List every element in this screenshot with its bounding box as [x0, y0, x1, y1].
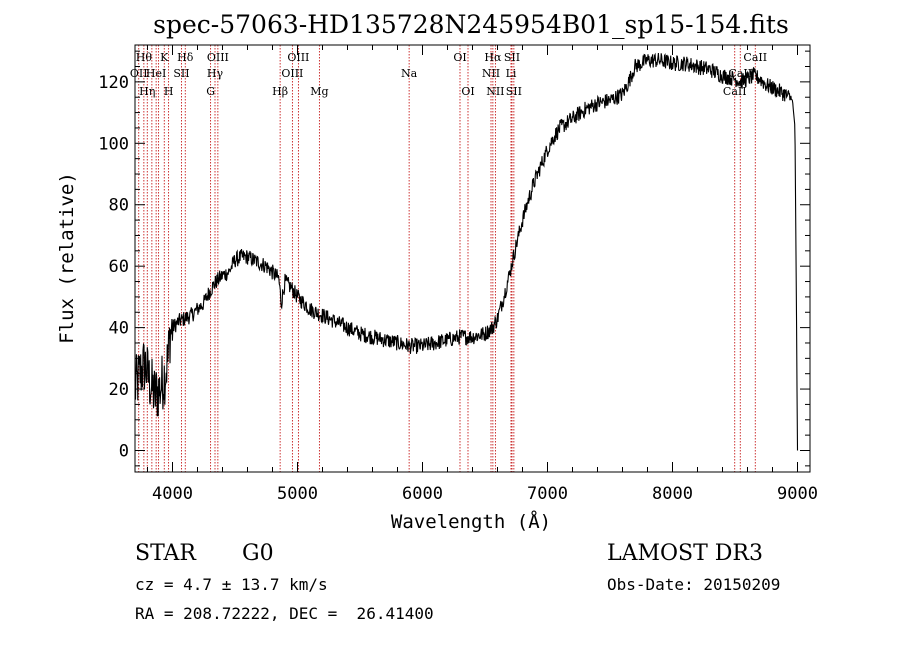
line-label: OIII — [281, 67, 303, 80]
line-label: CaII — [743, 51, 767, 64]
line-label: SII — [506, 85, 522, 98]
x-tick-label: 5000 — [277, 484, 318, 504]
x-tick-label: 9000 — [777, 484, 818, 504]
line-label: NII — [482, 67, 500, 80]
y-tick-label: 100 — [98, 134, 129, 154]
line-label: K — [160, 51, 169, 64]
line-labels: OII Hθ Hη HeI K H SII Hδ G Hγ OIII Hβ OIII OIII Mg Na OI… — [130, 51, 767, 98]
line-label: Hβ — [272, 85, 288, 98]
x-tick-label: 7000 — [527, 484, 568, 504]
y-tick-label: 60 — [109, 257, 129, 277]
line-label: Na — [401, 67, 418, 80]
line-label: Li — [506, 67, 517, 80]
survey-name: LAMOST DR3 — [607, 541, 763, 566]
x-axis-label: Wavelength (Å) — [391, 510, 551, 533]
line-label: Mg — [310, 85, 328, 98]
line-label: NII — [486, 85, 504, 98]
line-label: H — [164, 85, 174, 98]
line-label: CaII — [723, 85, 747, 98]
y-tick-label: 120 — [98, 73, 129, 93]
x-axis: 4000 5000 6000 7000 8000 9000 — [147, 45, 818, 504]
y-axis: 0 20 40 60 80 100 120 — [98, 50, 810, 467]
line-label: Hα — [484, 51, 502, 64]
line-label: OI — [453, 51, 466, 64]
y-tick-label: 0 — [119, 441, 129, 461]
y-tick-label: 20 — [109, 380, 129, 400]
x-tick-label: 6000 — [402, 484, 443, 504]
spectrum-series-line — [134, 52, 799, 451]
object-subclass: G0 — [242, 541, 274, 566]
x-tick-label: 8000 — [652, 484, 693, 504]
line-label: OI — [461, 85, 474, 98]
y-tick-label: 80 — [109, 196, 129, 216]
line-label: Hδ — [177, 51, 194, 64]
line-label: HeI — [146, 67, 166, 80]
line-label: Hη — [139, 85, 155, 98]
obs-date-text: Obs-Date: 20150209 — [607, 575, 780, 594]
line-label: SII — [504, 51, 520, 64]
line-label: OIII — [287, 51, 309, 64]
line-label: Hθ — [136, 51, 153, 64]
line-label: SII — [173, 67, 189, 80]
line-markers — [138, 45, 756, 472]
line-label: OIII — [207, 51, 229, 64]
x-tick-label: 4000 — [152, 484, 193, 504]
redshift-text: cz = 4.7 ± 13.7 km/s — [135, 575, 328, 594]
line-label: G — [206, 85, 215, 98]
y-axis-label: Flux (relative) — [56, 172, 78, 344]
line-label: Hγ — [207, 67, 224, 80]
coordinates-text: RA = 208.72222, DEC = 26.41400 — [135, 604, 434, 623]
line-label: OII — [130, 67, 148, 80]
object-class: STAR — [135, 541, 197, 566]
y-tick-label: 40 — [109, 319, 129, 339]
chart-title: spec-57063-HD135728N245954B01_sp15-154.f… — [153, 10, 789, 39]
